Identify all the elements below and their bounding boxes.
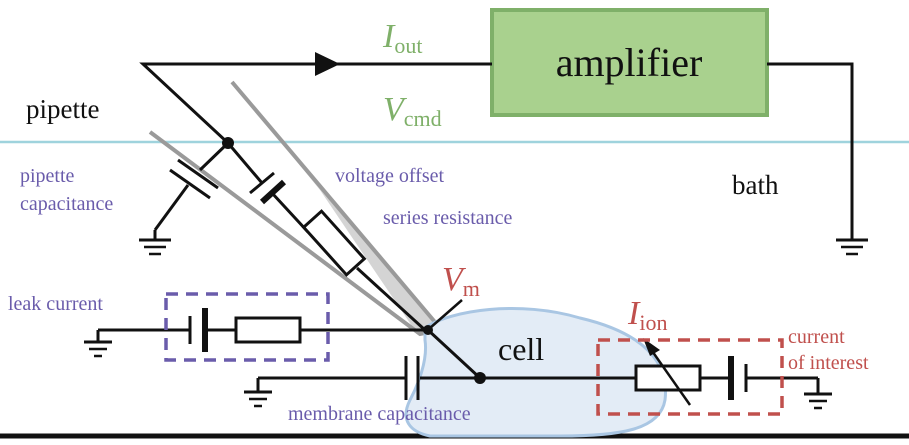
- wire-to-resistor: [270, 191, 310, 234]
- series-resistance-label: series resistance: [383, 207, 513, 229]
- ion-resistor: [634, 364, 702, 392]
- pip-cap-plate-1: [177, 158, 219, 190]
- pipette-wall-right: [230, 80, 442, 330]
- wire-to-pip-ground: [153, 184, 190, 231]
- current-arrow: [315, 52, 340, 76]
- i-ion-label: Iion: [627, 295, 667, 335]
- wire-to-membrane: [355, 266, 427, 332]
- vm-pointer: [429, 299, 463, 329]
- voltage-offset-label: voltage offset: [335, 165, 444, 187]
- v-cmd-sub: cmd: [404, 106, 442, 131]
- leak-resistor: [234, 316, 302, 344]
- v-cmd-label: Vcmd: [383, 91, 442, 131]
- bath-wire: [767, 62, 854, 240]
- pipette-capacitance-line2: capacitance: [20, 193, 113, 215]
- current-of-interest-box: [596, 338, 784, 416]
- amplifier-label: amplifier: [556, 40, 703, 85]
- battery-plate-short: [259, 179, 287, 205]
- current-of-interest-line2: of interest: [788, 352, 869, 374]
- v-m-label: Vm: [442, 261, 480, 301]
- battery-plate-long: [249, 171, 275, 195]
- variable-arrow-head: [643, 338, 660, 356]
- current-of-interest-line1: current: [788, 326, 845, 348]
- v-m-sub: m: [463, 276, 480, 301]
- i-out-sub: out: [394, 33, 422, 58]
- wire-to-pip-cap: [198, 141, 230, 172]
- leak-current-label: leak current: [8, 293, 103, 315]
- pipette-label: pipette: [26, 94, 99, 124]
- leak-current-box: [164, 292, 330, 362]
- wire-to-offset: [226, 142, 264, 184]
- i-ion-sub: ion: [639, 310, 667, 335]
- series-resistor: [301, 209, 367, 277]
- pip-cap-plate-2: [169, 168, 211, 200]
- i-out-label: Iout: [382, 18, 422, 58]
- variable-arrow-line: [648, 347, 692, 406]
- bath-label: bath: [732, 170, 779, 200]
- cell-label: cell: [498, 331, 544, 367]
- i-out-main: I: [382, 18, 396, 55]
- top-wire: [139, 62, 492, 145]
- wire-to-cell-node: [426, 328, 482, 380]
- pipette-capacitance-line1: pipette: [20, 165, 75, 187]
- membrane-capacitance-label: membrane capacitance: [288, 403, 471, 425]
- i-ion-main: I: [627, 295, 641, 332]
